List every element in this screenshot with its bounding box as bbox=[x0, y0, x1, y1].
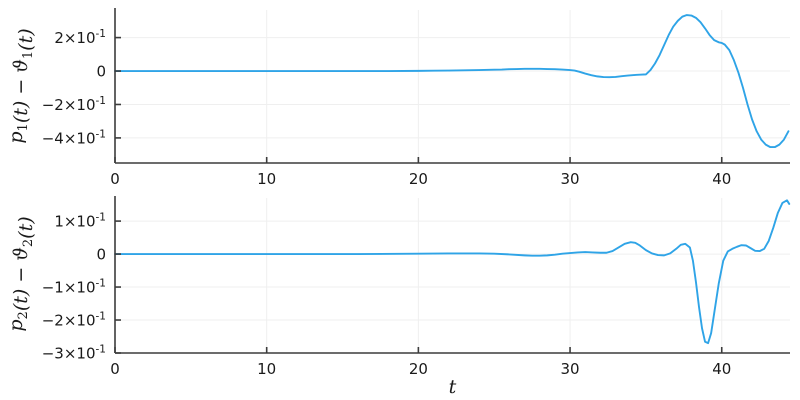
x-tick-label: 20 bbox=[409, 170, 428, 188]
y-tick-label: 0 bbox=[96, 63, 106, 81]
plot-area-bottom: 1×10-10−1×10-1−2×10-1−3×10-10 10 20 30 40p2(… bbox=[5, 196, 791, 398]
y-tick-label: −2×10-1 bbox=[42, 311, 106, 330]
y-tick-label: −3×10-1 bbox=[42, 344, 106, 363]
y-axis-title: p2(t) − ϑ2(t) bbox=[5, 216, 37, 331]
x-tick-label: 40 bbox=[712, 360, 731, 378]
chart-panel-bottom: 1×10-1 0 −1×10-1 −2×10-1 −3×10-1 0 10 20 30 40 p2(… bbox=[0, 190, 800, 400]
x-tick-label: 40 bbox=[712, 170, 731, 188]
y-tick-label: −1×10-1 bbox=[42, 278, 106, 297]
y-tick-label: −2×10-1 bbox=[42, 95, 106, 114]
x-tick-label: 10 bbox=[257, 360, 276, 378]
series-line bbox=[114, 14, 790, 149]
plot-area-top: 2×10-1 0 −2×10-1 −4×10-1 0 10 20 30 40 p1(t) − ϑ1… bbox=[5, 8, 790, 188]
y-tick-label: 1×10-1 bbox=[54, 212, 106, 231]
y-tick-label: 0 bbox=[96, 246, 106, 264]
x-tick-label: 30 bbox=[561, 170, 580, 188]
y-tick-label: 2×10-1 bbox=[54, 28, 106, 47]
x-tick-label: 0 bbox=[110, 170, 120, 188]
x-tick-label: 10 bbox=[257, 170, 276, 188]
x-tick-label: 20 bbox=[409, 360, 428, 378]
chart-panel-top: 2×10-1 0 −2×10-1 −4×10-1 0 10 20 30 40 p1(t) − ϑ1… bbox=[0, 0, 800, 195]
x-tick-label: 30 bbox=[561, 360, 580, 378]
x-axis-title: t bbox=[449, 376, 457, 398]
series-line bbox=[114, 199, 791, 345]
y-tick-label: −4×10-1 bbox=[42, 128, 106, 147]
x-tick-label: 0 bbox=[110, 360, 120, 378]
y-axis-title: p1(t) − ϑ1(t) bbox=[5, 28, 37, 143]
